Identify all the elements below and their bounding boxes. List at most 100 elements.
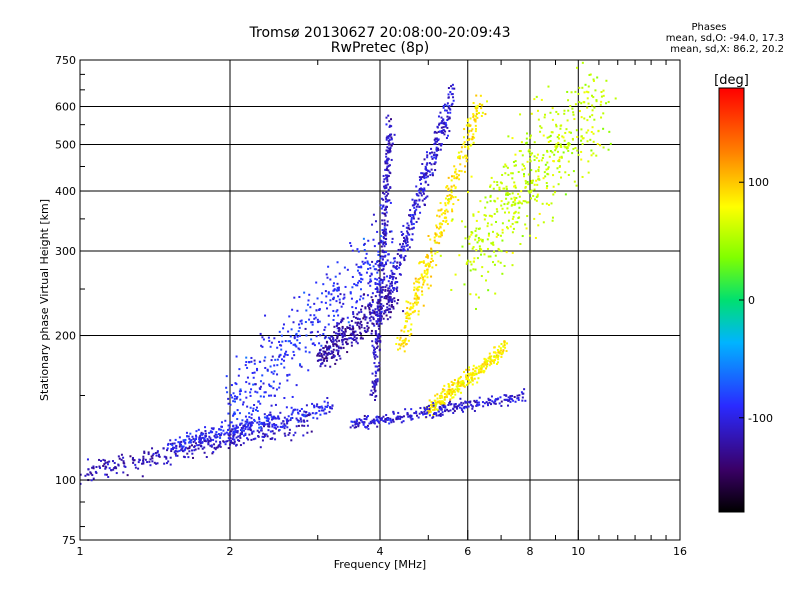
data-point [487,270,490,273]
data-point [398,254,401,257]
data-point [157,455,160,458]
data-point [478,245,481,248]
data-point [308,293,311,296]
data-point [469,293,472,296]
data-point [413,286,416,289]
data-point [564,146,567,149]
data-point [471,379,474,382]
data-point [354,330,357,333]
data-point [366,325,369,328]
data-point [339,357,342,360]
data-point [387,192,390,195]
data-point [283,432,286,435]
data-point [215,440,218,443]
data-point [187,435,190,438]
data-point [236,430,239,433]
data-point [403,245,406,248]
data-point [371,340,374,343]
data-point [316,403,319,406]
data-point [186,435,189,438]
data-point [480,366,483,369]
data-point [438,123,441,126]
data-point [454,196,457,199]
data-point [186,447,189,450]
data-point [475,109,478,112]
data-point [397,348,400,351]
data-point [333,325,336,328]
data-point [526,215,529,218]
data-point [326,307,329,310]
data-point [294,343,297,346]
data-point [433,239,436,242]
data-point [356,269,359,272]
data-point [267,425,270,428]
data-point [556,150,559,153]
data-point [338,327,341,330]
data-point [287,330,290,333]
data-point [384,160,387,163]
data-point [607,100,610,103]
data-point [520,391,523,394]
data-point [444,405,447,408]
data-point [214,436,217,439]
data-point [345,341,348,344]
data-point [433,138,436,141]
data-point [580,158,583,161]
data-point [248,416,251,419]
data-point [294,408,297,411]
data-point [387,135,390,138]
data-point [407,312,410,315]
data-point [554,149,557,152]
data-point [433,411,436,414]
data-point [514,202,517,205]
data-point [341,335,344,338]
data-point [355,316,358,319]
data-point [346,342,349,345]
data-point [486,238,489,241]
data-point [529,136,532,139]
data-point [248,412,251,415]
data-point [260,344,263,347]
data-point [207,441,210,444]
data-point [467,123,470,126]
data-point [566,143,569,146]
data-point [580,135,583,138]
data-point [474,367,477,370]
data-point [363,329,366,332]
data-point [424,165,427,168]
data-point [282,323,285,326]
data-point [418,285,421,288]
data-point [525,141,528,144]
data-point [380,322,383,325]
data-point [470,231,473,234]
data-point [267,336,270,339]
data-point [390,303,393,306]
data-point [251,431,254,434]
data-point [423,177,426,180]
data-point [302,419,305,422]
data-point [440,396,443,399]
data-point [386,178,389,181]
data-point [296,408,299,411]
data-point [587,129,590,132]
data-point [163,462,166,465]
data-point [385,297,388,300]
data-point [384,222,387,225]
data-point [305,414,308,417]
data-point [184,438,187,441]
data-point [420,187,423,190]
data-point [445,186,448,189]
data-point [404,408,407,411]
data-point [380,312,383,315]
data-point [327,265,330,268]
data-point [431,405,434,408]
data-point [434,406,437,409]
data-point [514,186,517,189]
data-point [340,332,343,335]
data-point [320,363,323,366]
data-point [336,323,339,326]
data-point [303,424,306,427]
data-point [405,235,408,238]
data-point [558,170,561,173]
data-point [278,386,281,389]
